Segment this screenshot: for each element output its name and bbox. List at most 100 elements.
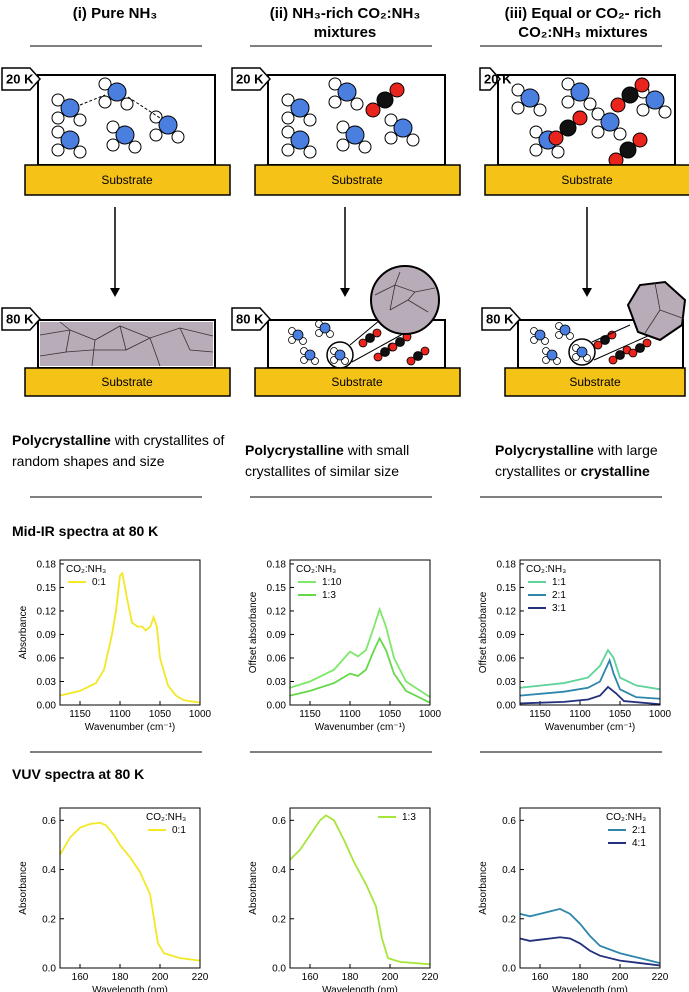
column-description: Polycrystalline with crystallites of ran… xyxy=(12,430,232,472)
x-tick-label: 1100 xyxy=(339,709,361,720)
series-line xyxy=(519,907,661,964)
separators xyxy=(30,45,662,753)
column-title: (i) Pure NH₃ xyxy=(72,5,158,22)
legend-title: CO₂:NH₃ xyxy=(296,564,336,575)
legend-label: 1:3 xyxy=(322,590,336,601)
y-tick-label: 0.0 xyxy=(502,964,516,975)
series-line xyxy=(289,814,431,966)
y-tick-label: 0.12 xyxy=(37,606,57,617)
plot-frame xyxy=(289,807,431,969)
charts: 1150 1100 1050 1000 0.00 0.03 0.06 0.09 0.12 0.15… xyxy=(18,559,672,992)
x-tick-label: 220 xyxy=(652,972,669,983)
y-axis-label: Absorbance xyxy=(248,861,259,915)
y-tick-label: 0.06 xyxy=(37,653,57,664)
x-tick-label: 1150 xyxy=(299,709,321,720)
x-tick-label: 1050 xyxy=(149,709,172,720)
column-1-panels: Substrate 20 K Substrate 80 K xyxy=(1,67,231,397)
legend-title: CO₂:NH₃ xyxy=(606,812,646,823)
y-tick-label: 0.00 xyxy=(497,701,517,712)
y-tick-label: 0.0 xyxy=(272,964,286,975)
x-tick-label: 180 xyxy=(342,972,359,983)
y-tick-label: 0.03 xyxy=(267,677,287,688)
substrate-label: Substrate xyxy=(101,173,153,187)
y-tick-label: 0.0 xyxy=(42,964,56,975)
description-text: with small crystallites of similar size xyxy=(245,442,410,479)
x-tick-label: 200 xyxy=(382,972,399,983)
description-text: with large crystallites or xyxy=(495,442,658,479)
section-label: Mid-IR spectra at 80 K xyxy=(12,523,159,539)
x-axis-label: Wavenumber (cm⁻¹) xyxy=(315,722,405,733)
y-tick-label: 0.18 xyxy=(497,559,517,570)
plot-frame xyxy=(59,559,201,706)
description-text: with crystallites of random shapes and s… xyxy=(12,432,225,469)
y-axis-label: Absorbance xyxy=(18,861,29,915)
x-tick-label: 160 xyxy=(302,972,319,983)
temperature-tag: 20 K xyxy=(236,71,264,86)
legend-label: 1:1 xyxy=(552,577,566,588)
series-line xyxy=(519,685,661,706)
y-tick-label: 0.15 xyxy=(37,583,57,594)
description-text: Polycrystalline xyxy=(495,442,594,458)
x-tick-label: 180 xyxy=(572,972,589,983)
plot-frame xyxy=(519,807,661,969)
legend-label: 2:1 xyxy=(632,825,646,836)
x-tick-label: 1000 xyxy=(419,709,442,720)
series-line xyxy=(59,571,201,704)
y-tick-label: 0.06 xyxy=(497,653,517,664)
y-tick-label: 0.09 xyxy=(267,630,287,641)
legend-label: 0:1 xyxy=(92,577,106,588)
x-axis-label: Wavenumber (cm⁻¹) xyxy=(85,722,175,733)
y-tick-label: 0.6 xyxy=(502,816,516,827)
y-tick-label: 0.06 xyxy=(267,653,287,664)
x-axis-label: Wavelength (nm) xyxy=(552,985,628,992)
y-tick-label: 0.4 xyxy=(272,865,286,876)
y-axis-label: Offset absorbance xyxy=(248,591,259,673)
x-tick-label: 200 xyxy=(612,972,629,983)
legend-label: 4:1 xyxy=(632,838,646,849)
x-axis-label: Wavelength (nm) xyxy=(322,985,398,992)
column-3-panels: Substrate 20 K Substrate 80 K xyxy=(479,67,689,397)
temperature-tag: 80 K xyxy=(236,311,264,326)
temperature-tag: 20 K xyxy=(484,71,512,86)
y-axis-label: Offset absorbance xyxy=(478,591,489,673)
substrate-label: Substrate xyxy=(101,375,153,389)
x-tick-label: 200 xyxy=(152,972,169,983)
y-tick-label: 0.12 xyxy=(497,606,517,617)
x-tick-label: 160 xyxy=(532,972,549,983)
series-line xyxy=(59,821,201,962)
legend-title: CO₂:NH₃ xyxy=(66,564,106,575)
x-tick-label: 220 xyxy=(422,972,439,983)
temperature-tag: 20 K xyxy=(6,71,34,86)
plot-frame xyxy=(289,559,431,706)
y-tick-label: 0.00 xyxy=(267,701,287,712)
series-line xyxy=(289,606,431,698)
y-axis-label: Absorbance xyxy=(18,605,29,659)
x-tick-label: 1150 xyxy=(529,709,551,720)
y-tick-label: 0.15 xyxy=(267,583,287,594)
temperature-tag: 80 K xyxy=(6,311,34,326)
y-tick-label: 0.09 xyxy=(37,630,57,641)
legend-label: 0:1 xyxy=(172,825,186,836)
substrate-label: Substrate xyxy=(569,375,621,389)
column-title: (iii) Equal or CO₂- rich CO₂:NH₃ mixture… xyxy=(504,5,662,41)
y-tick-label: 0.03 xyxy=(497,677,517,688)
x-tick-label: 1050 xyxy=(609,709,632,720)
series-line xyxy=(519,936,661,967)
x-tick-label: 1100 xyxy=(569,709,591,720)
section-label: VUV spectra at 80 K xyxy=(12,766,145,782)
column-description: Polycrystalline with small crystallites … xyxy=(245,440,465,482)
y-tick-label: 0.2 xyxy=(502,914,516,925)
y-tick-label: 0.03 xyxy=(37,677,57,688)
y-tick-label: 0.12 xyxy=(267,606,287,617)
plot-frame xyxy=(59,807,201,969)
y-tick-label: 0.18 xyxy=(37,559,57,570)
series-line xyxy=(519,648,661,691)
series-line xyxy=(289,636,431,704)
substrate-label: Substrate xyxy=(331,173,383,187)
column-description: Polycrystalline with large crystallites … xyxy=(495,440,689,482)
description-text: crystalline xyxy=(580,463,650,479)
x-tick-label: 1150 xyxy=(69,709,91,720)
x-tick-label: 1100 xyxy=(109,709,131,720)
legend-label: 1:3 xyxy=(402,812,416,823)
